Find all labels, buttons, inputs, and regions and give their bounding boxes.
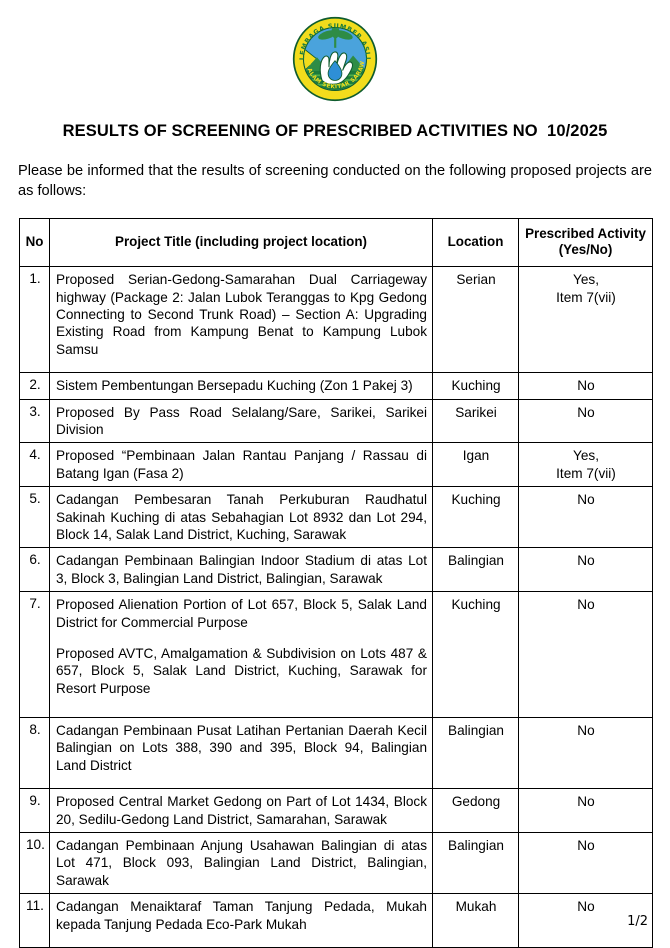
project-title-paragraph: Cadangan Pembinaan Anjung Usahawan Balin… <box>56 838 427 888</box>
table-row: 7. Proposed Alienation Portion of Lot 657… <box>19 591 653 719</box>
project-title-paragraph: Proposed “Pembinaan Jalan Rantau Panjang… <box>56 448 427 481</box>
cell-project-title: Proposed By Pass Road Selalang/Sare, Sar… <box>49 398 433 444</box>
cell-project-title: Proposed Central Market Gedong on Part o… <box>49 788 433 834</box>
cell-no: 6. <box>19 547 50 593</box>
table-row: 6. Cadangan Pembinaan Balingian Indoor St… <box>19 547 653 593</box>
column-header-title: Project Title (including project locatio… <box>49 218 433 268</box>
column-header-activity: Prescribed Activity (Yes/No) <box>518 218 653 268</box>
cell-no: 3. <box>19 398 50 444</box>
project-title-paragraph: Cadangan Menaiktaraf Taman Tanjung Pedad… <box>56 899 427 932</box>
table-row: 1. Proposed Serian-Gedong-Samarahan Dual … <box>19 266 653 374</box>
cell-prescribed-activity: No <box>518 717 653 790</box>
agency-logo-svg: LEMBAGA SUMBER ASLI DAN ALAM SEKITAR SAR… <box>289 12 378 102</box>
cell-project-title: Proposed “Pembinaan Jalan Rantau Panjang… <box>49 442 433 488</box>
cell-location: Serian <box>432 266 519 374</box>
cell-location: Balingian <box>432 832 519 895</box>
table-row: 2. Sistem Pembentungan Bersepadu Kuching … <box>19 372 653 400</box>
column-header-location: Location <box>432 218 519 268</box>
project-title-paragraph: Sistem Pembentungan Bersepadu Kuching (Z… <box>56 378 413 394</box>
cell-location: Mukah <box>432 893 519 948</box>
column-header-activity-line2: (Yes/No) <box>558 242 613 258</box>
cell-no: 10. <box>19 832 50 895</box>
cell-project-title: Cadangan Pembinaan Pusat Latihan Pertani… <box>49 717 433 790</box>
cell-prescribed-activity: No <box>518 486 653 549</box>
cell-project-title: Proposed Serian-Gedong-Samarahan Dual Ca… <box>49 266 433 374</box>
cell-location: Gedong <box>432 788 519 834</box>
table-row: 8. Cadangan Pembinaan Pusat Latihan Perta… <box>19 717 653 790</box>
cell-project-title: Cadangan Pembinaan Balingian Indoor Stad… <box>49 547 433 593</box>
column-header-activity-line1: Prescribed Activity <box>525 226 646 242</box>
cell-no: 2. <box>19 372 50 400</box>
cell-prescribed-activity: Yes, Item 7(vii) <box>518 442 653 488</box>
screening-results-table: No Project Title (including project loca… <box>19 218 653 948</box>
page-number: 1/2 <box>627 914 648 929</box>
project-title-paragraph: Proposed Alienation Portion of Lot 657, … <box>56 597 427 630</box>
project-title-paragraph: Proposed Serian-Gedong-Samarahan Dual Ca… <box>56 272 427 357</box>
cell-location: Balingian <box>432 547 519 593</box>
table-row: 4. Proposed “Pembinaan Jalan Rantau Panja… <box>19 442 653 488</box>
cell-no: 1. <box>19 266 50 374</box>
cell-location: Balingian <box>432 717 519 790</box>
table-row: 5. Cadangan Pembesaran Tanah Perkuburan R… <box>19 486 653 549</box>
table-row: 11. Cadangan Menaiktaraf Taman Tanjung Pe… <box>19 893 653 948</box>
cell-prescribed-activity: Yes, Item 7(vii) <box>518 266 653 374</box>
table-header-row: No Project Title (including project loca… <box>19 218 653 268</box>
cell-prescribed-activity: No <box>518 893 653 948</box>
cell-location: Sarikei <box>432 398 519 444</box>
screening-table-container: No Project Title (including project loca… <box>19 218 653 948</box>
cell-project-title: Cadangan Pembesaran Tanah Perkuburan Rau… <box>49 486 433 549</box>
intro-paragraph: Please be informed that the results of s… <box>18 163 652 199</box>
cell-no: 9. <box>19 788 50 834</box>
project-title-paragraph: Proposed By Pass Road Selalang/Sare, Sar… <box>56 404 427 437</box>
cell-prescribed-activity: No <box>518 832 653 895</box>
column-header-no: No <box>19 218 50 268</box>
cell-prescribed-activity: No <box>518 372 653 400</box>
cell-project-title: Cadangan Pembinaan Anjung Usahawan Balin… <box>49 832 433 895</box>
cell-no: 11. <box>19 893 50 948</box>
cell-no: 4. <box>19 442 50 488</box>
project-title-paragraph: Cadangan Pembinaan Pusat Latihan Pertani… <box>56 723 427 773</box>
cell-project-title: Proposed Alienation Portion of Lot 657, … <box>49 591 433 719</box>
project-title-paragraph: Cadangan Pembinaan Balingian Indoor Stad… <box>56 553 427 586</box>
cell-no: 5. <box>19 486 50 549</box>
cell-location: Kuching <box>432 486 519 549</box>
cell-project-title: Cadangan Menaiktaraf Taman Tanjung Pedad… <box>49 893 433 948</box>
cell-prescribed-activity: No <box>518 547 653 593</box>
cell-prescribed-activity: No <box>518 398 653 444</box>
table-row: 9. Proposed Central Market Gedong on Part… <box>19 788 653 834</box>
cell-no: 7. <box>19 591 50 719</box>
cell-prescribed-activity: No <box>518 591 653 719</box>
logo-container: LEMBAGA SUMBER ASLI DAN ALAM SEKITAR SAR… <box>0 0 670 102</box>
table-row: 3. Proposed By Pass Road Selalang/Sare, S… <box>19 398 653 444</box>
project-title-paragraph-2: Proposed AVTC, Amalgamation & Subdivisio… <box>56 645 427 696</box>
cell-no: 8. <box>19 717 50 790</box>
agency-logo: LEMBAGA SUMBER ASLI DAN ALAM SEKITAR SAR… <box>289 12 378 102</box>
project-title-paragraph: Proposed Central Market Gedong on Part o… <box>56 794 427 827</box>
table-row: 10. Cadangan Pembinaan Anjung Usahawan Ba… <box>19 832 653 895</box>
cell-location: Igan <box>432 442 519 488</box>
table-body: 1. Proposed Serian-Gedong-Samarahan Dual … <box>19 266 653 948</box>
page-title: RESULTS OF SCREENING OF PRESCRIBED ACTIV… <box>62 122 608 140</box>
cell-location: Kuching <box>432 372 519 400</box>
cell-prescribed-activity: No <box>518 788 653 834</box>
table-header: No Project Title (including project loca… <box>19 218 653 268</box>
project-title-paragraph: Cadangan Pembesaran Tanah Perkuburan Rau… <box>56 492 427 542</box>
cell-location: Kuching <box>432 591 519 719</box>
cell-project-title: Sistem Pembentungan Bersepadu Kuching (Z… <box>49 372 433 400</box>
